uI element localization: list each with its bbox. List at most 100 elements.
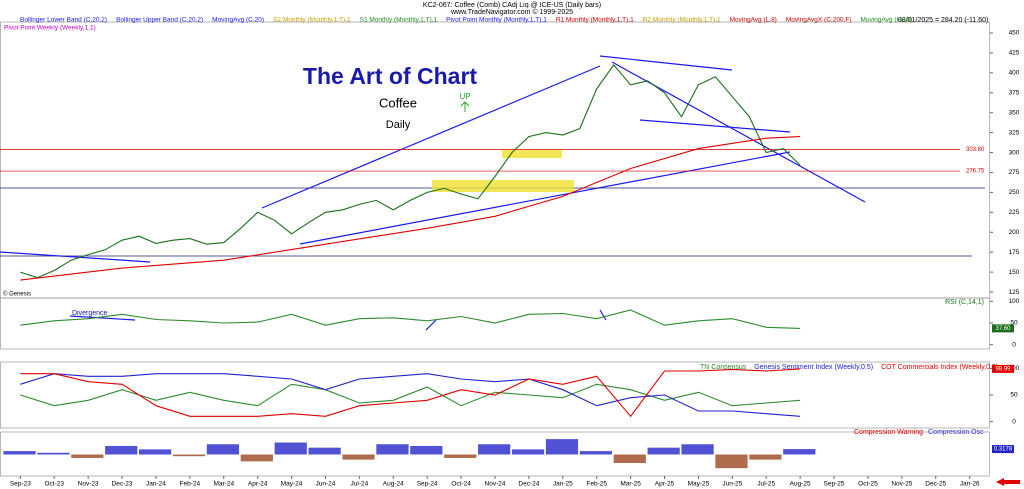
x-tick-label: Jan-26 <box>960 481 980 488</box>
panel-title: RSI (C,14,1) <box>945 299 984 306</box>
x-tick-label: Sep-25 <box>824 481 845 488</box>
series-line <box>20 383 801 407</box>
x-tick-label: Apr-25 <box>655 481 675 488</box>
x-tick-label: Apr-24 <box>248 481 268 488</box>
trendline <box>261 65 601 209</box>
status: 08/01/2025 = 284.20 (-11.60) <box>898 17 988 24</box>
chart-title: KC2-067: Coffee (Comb) CAdj Liq @ ICE-US… <box>423 2 601 9</box>
commodity: Coffee <box>379 95 417 110</box>
y-tick-label: 350 <box>1009 109 1020 116</box>
indicator-label: R2 Monthly (Monthly,1,T),1 <box>643 17 721 24</box>
trendline <box>599 55 733 71</box>
timeframe: Daily <box>386 119 411 131</box>
sentiment-frame <box>0 361 990 429</box>
y-tick-label: 50 <box>1010 392 1018 399</box>
x-tick-label: Jun-24 <box>316 481 336 488</box>
y-tick-label: 425 <box>1009 50 1020 57</box>
x-tick-label: Jul-24 <box>351 481 369 488</box>
x-tick-label: Nov-23 <box>78 481 99 488</box>
osc-bar <box>749 454 782 460</box>
y-tick-label: 175 <box>1009 249 1020 256</box>
x-tick-label: Oct-24 <box>451 481 471 488</box>
x-tick-label: Aug-24 <box>383 481 404 488</box>
trendlines <box>0 55 985 331</box>
series-line <box>20 136 801 281</box>
y-tick-label: 0 <box>1012 341 1016 348</box>
osc-bar <box>105 445 138 455</box>
current-label: 0.3178 <box>994 447 1013 453</box>
osc-bar <box>478 444 511 455</box>
zone <box>432 180 574 192</box>
indicator-label: MovingAvgX (C,200,F) <box>786 17 852 24</box>
x-tick-label: Feb-24 <box>180 481 201 488</box>
indicator-label: Pivot Point Monthly (Monthly,1,T),1 <box>446 17 547 24</box>
y-tick-label: 50 <box>1010 320 1018 327</box>
current-label: 98.99 <box>995 366 1011 372</box>
y-tick-label: 225 <box>1009 209 1020 216</box>
frames <box>0 21 990 477</box>
x-tick-label: Dec-24 <box>518 481 539 488</box>
y-tick-label: 275 <box>1009 169 1020 176</box>
trendline <box>69 315 136 321</box>
x-tick-label: Oct-23 <box>44 481 64 488</box>
osc-bar <box>545 439 579 455</box>
indicator-label: MovingAvg (C,20) <box>212 17 264 24</box>
x-tick-label: Jan-25 <box>553 481 573 488</box>
level-label: 303.80 <box>966 147 985 153</box>
x-tick-label: Nov-25 <box>891 481 912 488</box>
x-tick-label: Nov-24 <box>485 481 506 488</box>
osc-bar <box>681 444 714 455</box>
osc-bar <box>444 454 477 458</box>
x-tick-label: Jun-25 <box>722 481 742 488</box>
current-label: 37.60 <box>995 326 1011 332</box>
x-tick-label: Dec-25 <box>925 481 946 488</box>
current-box <box>992 324 1014 333</box>
osc-bar <box>3 451 36 455</box>
source: © Genesis <box>3 291 31 298</box>
y-tick-label: 250 <box>1009 189 1020 196</box>
x-tick-label: Feb-25 <box>586 481 607 488</box>
osc-bar <box>240 454 273 462</box>
y-tick-label: 150 <box>1009 269 1020 276</box>
x-tick-label: Dec-23 <box>112 481 133 488</box>
trendline <box>639 119 791 133</box>
indicator-label: R1 Monthly (Monthly,1,T),1 <box>556 17 634 24</box>
scroll-arrow <box>996 478 1020 486</box>
y-tick-label: 200 <box>1009 229 1020 236</box>
series-line <box>20 309 801 329</box>
warning-label: Compression Warning <box>854 429 923 436</box>
osc-bar <box>139 449 172 455</box>
annotation: Divergence <box>72 310 108 317</box>
indicator-label: S2 Monthly (Monthly,1,T),1 <box>273 17 351 24</box>
osc-bar <box>274 442 307 455</box>
x-tick-label: Jan-24 <box>146 481 166 488</box>
trendline <box>425 319 437 331</box>
osc-bar <box>715 454 748 469</box>
y-tick-label: 325 <box>1009 129 1020 136</box>
series-line <box>20 368 801 418</box>
y-tick-label: 0 <box>1012 418 1016 425</box>
indicator-label: S1 Monthly (Monthly,1,T),1 <box>360 17 438 24</box>
osc-bar <box>579 451 612 455</box>
x-tick-label: Mar-25 <box>620 481 641 488</box>
osc-bar <box>613 454 646 464</box>
x-tick-label: Aug-25 <box>790 481 811 488</box>
current-box <box>992 364 1014 373</box>
legend-label: Compression Osc <box>928 429 984 436</box>
chart-subtitle: www.TradeNavigator.com © 1999-2025 <box>450 8 573 16</box>
current-box <box>992 445 1014 454</box>
x-tick-label: May-25 <box>688 481 710 488</box>
osc-bar <box>342 454 375 460</box>
price-frame <box>0 21 990 299</box>
indicator-label: MovingAvg (L,8) <box>730 17 777 24</box>
legend-label: COT Commercials Index (Weekly,0.5) <box>881 364 998 371</box>
y-tick-label: 300 <box>1009 149 1020 156</box>
signal: UP <box>459 92 470 101</box>
x-tick-label: Jul-25 <box>757 481 775 488</box>
osc-bar <box>206 444 240 455</box>
y-tick-label: 400 <box>1009 70 1020 77</box>
osc-bar <box>172 454 206 457</box>
x-tick-label: May-24 <box>281 481 303 488</box>
legend-label: Genesis Sentiment Index (Weekly,0.5) <box>754 364 873 371</box>
